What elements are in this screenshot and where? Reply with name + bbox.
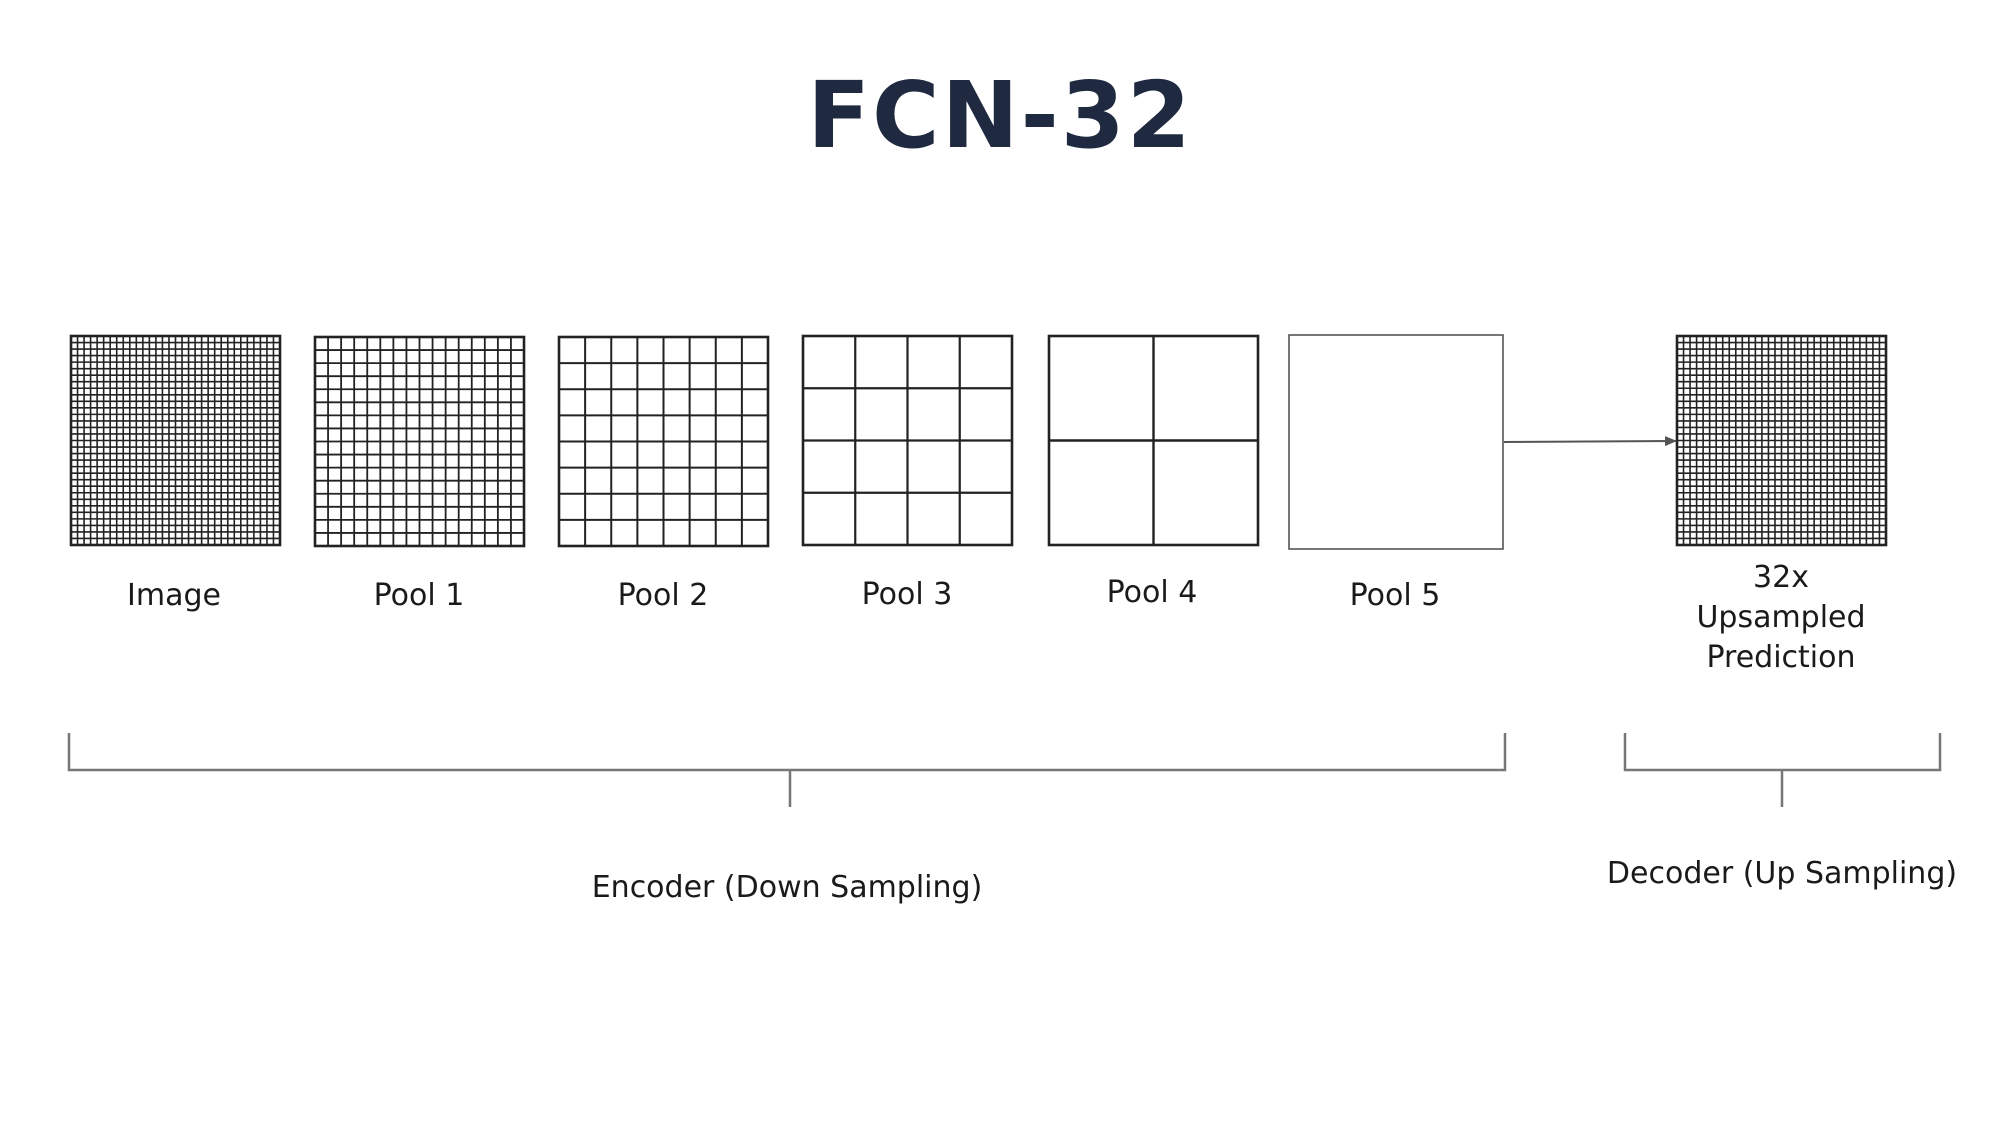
grid-border	[1675, 334, 1888, 547]
grid-border	[557, 335, 770, 548]
grid-pool-1	[313, 335, 526, 548]
label-pool-5: Pool 5	[1350, 578, 1441, 613]
grid-border	[801, 334, 1014, 547]
encoder-label: Encoder (Down Sampling)	[592, 870, 983, 905]
grid-border	[69, 334, 282, 547]
label-pool-1: Pool 1	[374, 578, 465, 613]
grid-pool-4	[1047, 334, 1260, 547]
label-output-line-1: 32x	[1753, 560, 1809, 595]
grid-border	[1288, 334, 1504, 550]
grid-image	[69, 334, 282, 547]
grid-pool-2	[557, 335, 770, 548]
decoder-bracket	[1623, 733, 1942, 807]
decoder-label: Decoder (Up Sampling)	[1607, 856, 1957, 891]
diagram-title: FCN-32	[807, 62, 1193, 169]
label-pool-3: Pool 3	[862, 577, 953, 612]
upsample-arrow	[1503, 436, 1677, 447]
label-pool-4: Pool 4	[1107, 575, 1198, 610]
grid-border	[313, 335, 526, 548]
label-image: Image	[127, 578, 221, 613]
grid-pool-5	[1288, 334, 1504, 550]
encoder-bracket	[67, 733, 1507, 807]
label-pool-2: Pool 2	[618, 578, 709, 613]
grid-upsampled-prediction	[1675, 334, 1888, 547]
label-output-line-2: Upsampled	[1696, 600, 1865, 635]
grid-pool-3	[801, 334, 1014, 547]
grid-border	[1047, 334, 1260, 547]
label-output-line-3: Prediction	[1706, 640, 1855, 675]
